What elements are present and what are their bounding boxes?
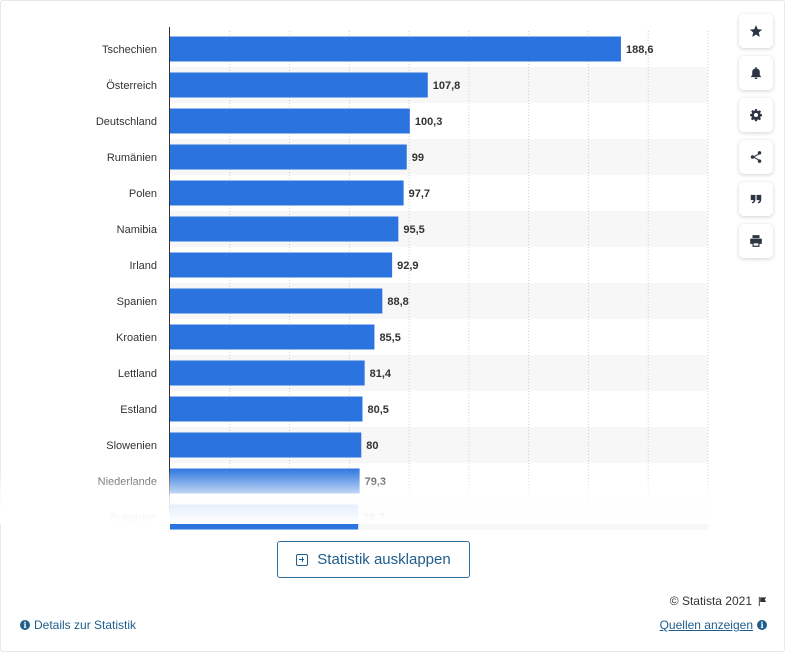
bar [170, 432, 362, 458]
bar [170, 216, 399, 242]
bar [170, 468, 360, 494]
value-label: 100,3 [415, 116, 443, 128]
settings-button[interactable] [739, 98, 773, 132]
value-label: 80,5 [367, 404, 388, 416]
copyright-text: © Statista 2021 [669, 594, 752, 608]
bar [170, 252, 393, 278]
value-label: 97,7 [409, 188, 430, 200]
share-icon [750, 151, 762, 163]
value-label: 107,8 [433, 80, 461, 92]
value-label: 95,5 [403, 224, 424, 236]
category-labels: Tschechien Österreich Deutschland Rumänien P… [96, 44, 158, 524]
category-label: Österreich [106, 80, 157, 92]
print-button[interactable] [739, 224, 773, 258]
bar [170, 504, 359, 530]
plus-square-icon [296, 553, 309, 566]
value-label: 99 [412, 152, 424, 164]
printer-icon [750, 235, 762, 247]
bell-icon [751, 67, 761, 80]
details-link[interactable]: i Details zur Statistik [20, 618, 136, 632]
bars [170, 36, 621, 530]
value-label: 85,5 [379, 332, 400, 344]
category-label: Deutschland [96, 116, 157, 128]
category-label: Bulgarien [111, 512, 157, 524]
bar [170, 72, 428, 98]
details-label: Details zur Statistik [34, 618, 137, 632]
sources-label: Quellen anzeigen [659, 618, 753, 632]
value-label: 80 [366, 440, 378, 452]
category-label: Irland [129, 260, 157, 272]
bar [170, 144, 407, 170]
share-button[interactable] [739, 140, 773, 174]
copyright: © Statista 2021 [670, 594, 768, 608]
value-label: 92,9 [397, 260, 418, 272]
category-label: Niederlande [98, 476, 157, 488]
info-icon: i [20, 620, 30, 630]
value-label: 79,3 [365, 476, 386, 488]
value-label: 188,6 [626, 44, 654, 56]
flag-icon[interactable] [757, 596, 768, 607]
category-label: Kroatien [116, 332, 157, 344]
category-label: Rumänien [107, 152, 157, 164]
value-label: 81,4 [370, 368, 392, 380]
category-label: Estland [120, 404, 157, 416]
notification-button[interactable] [739, 56, 773, 90]
bar [170, 324, 375, 350]
bar [170, 288, 383, 314]
bar [170, 180, 404, 206]
bar-chart: Tschechien Österreich Deutschland Rumänien P… [96, 27, 709, 530]
info-icon: i [757, 620, 767, 630]
quote-icon [750, 194, 762, 204]
chart-toolbar [739, 14, 773, 266]
expand-statistic-button[interactable]: Statistik ausklappen [277, 541, 470, 578]
cite-button[interactable] [739, 182, 773, 216]
bar [170, 36, 621, 62]
bar [170, 396, 363, 422]
category-label: Spanien [117, 296, 157, 308]
favorite-button[interactable] [739, 14, 773, 48]
category-label: Tschechien [102, 44, 157, 56]
value-label: 88,8 [387, 296, 408, 308]
sources-link[interactable]: Quellen anzeigen i [660, 618, 767, 632]
star-icon [749, 25, 763, 37]
bar [170, 360, 365, 386]
category-label: Polen [129, 188, 157, 200]
category-label: Namibia [117, 224, 158, 236]
gear-icon [750, 109, 763, 122]
bar [170, 108, 410, 134]
category-label: Lettland [118, 368, 157, 380]
category-label: Slowenien [106, 440, 157, 452]
value-label: 78,7 [363, 512, 384, 524]
expand-statistic-label: Statistik ausklappen [317, 551, 451, 568]
